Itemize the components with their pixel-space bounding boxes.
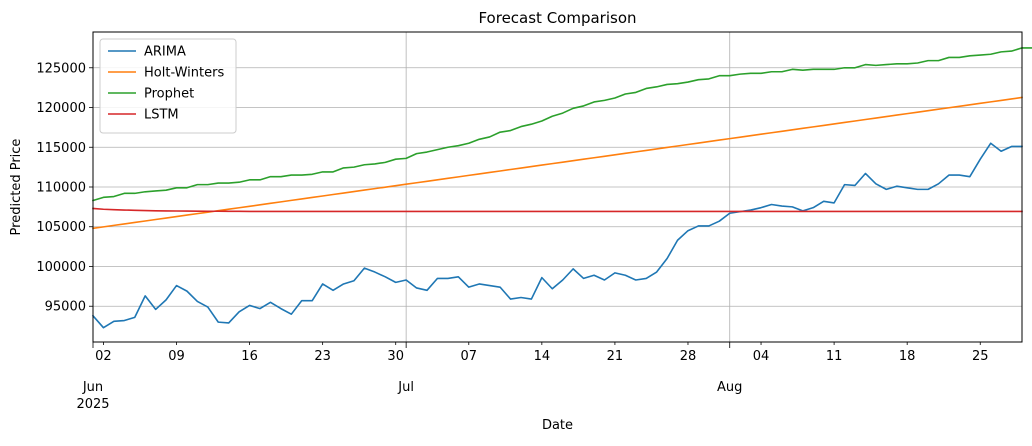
legend-label: Prophet xyxy=(144,87,194,102)
y-tick-label: 115000 xyxy=(36,141,86,156)
y-tick-label: 100000 xyxy=(36,260,86,275)
series-line-arima xyxy=(91,142,1023,329)
y-tick-label: 95000 xyxy=(45,300,86,315)
y-tick-label: 110000 xyxy=(36,181,86,196)
x-tick-label: 23 xyxy=(314,349,331,364)
series-line-holt-winters xyxy=(92,96,1023,230)
x-tick-label: 11 xyxy=(826,349,843,364)
x-tick-label: 25 xyxy=(972,349,989,364)
legend-label: ARIMA xyxy=(144,45,186,60)
legend: ARIMA Holt-Winters Prophet LSTM xyxy=(99,38,237,134)
legend-box xyxy=(99,38,237,134)
x-tick-label: 09 xyxy=(168,349,185,364)
x-month-label: Jun xyxy=(82,380,103,395)
y-tick-label: 120000 xyxy=(36,101,86,116)
y-tick-label: 105000 xyxy=(36,220,86,235)
x-tick-label: 02 xyxy=(95,349,112,364)
y-axis: 95000 100000 105000 110000 115000 120000 12500… xyxy=(36,61,93,315)
x-axis-label: Date xyxy=(542,418,573,433)
x-tick-label: 21 xyxy=(607,349,624,364)
legend-label: Holt-Winters xyxy=(144,66,224,81)
chart-title: Forecast Comparison xyxy=(478,9,636,27)
series-line-prophet xyxy=(92,47,1032,202)
y-axis-label: Predicted Price xyxy=(9,139,24,236)
x-tick-label: 14 xyxy=(534,349,551,364)
x-tick-label: 07 xyxy=(461,349,478,364)
x-month-label: Jul xyxy=(397,380,414,395)
x-month-label: Aug xyxy=(717,380,742,395)
x-tick-label: 18 xyxy=(899,349,916,364)
x-axis: 02 09 16 23 30 07 14 21 28 04 11 18 25 Jun 2025 Jul Aug xyxy=(76,342,989,412)
series-lines xyxy=(91,47,1032,329)
x-tick-label: 04 xyxy=(753,349,770,364)
series-line-lstm xyxy=(92,207,1023,213)
legend-label: LSTM xyxy=(144,108,179,123)
x-tick-label: 16 xyxy=(241,349,258,364)
x-tick-label: 30 xyxy=(387,349,404,364)
x-year-label: 2025 xyxy=(76,397,109,412)
y-tick-label: 125000 xyxy=(36,61,86,76)
x-tick-label: 28 xyxy=(680,349,697,364)
